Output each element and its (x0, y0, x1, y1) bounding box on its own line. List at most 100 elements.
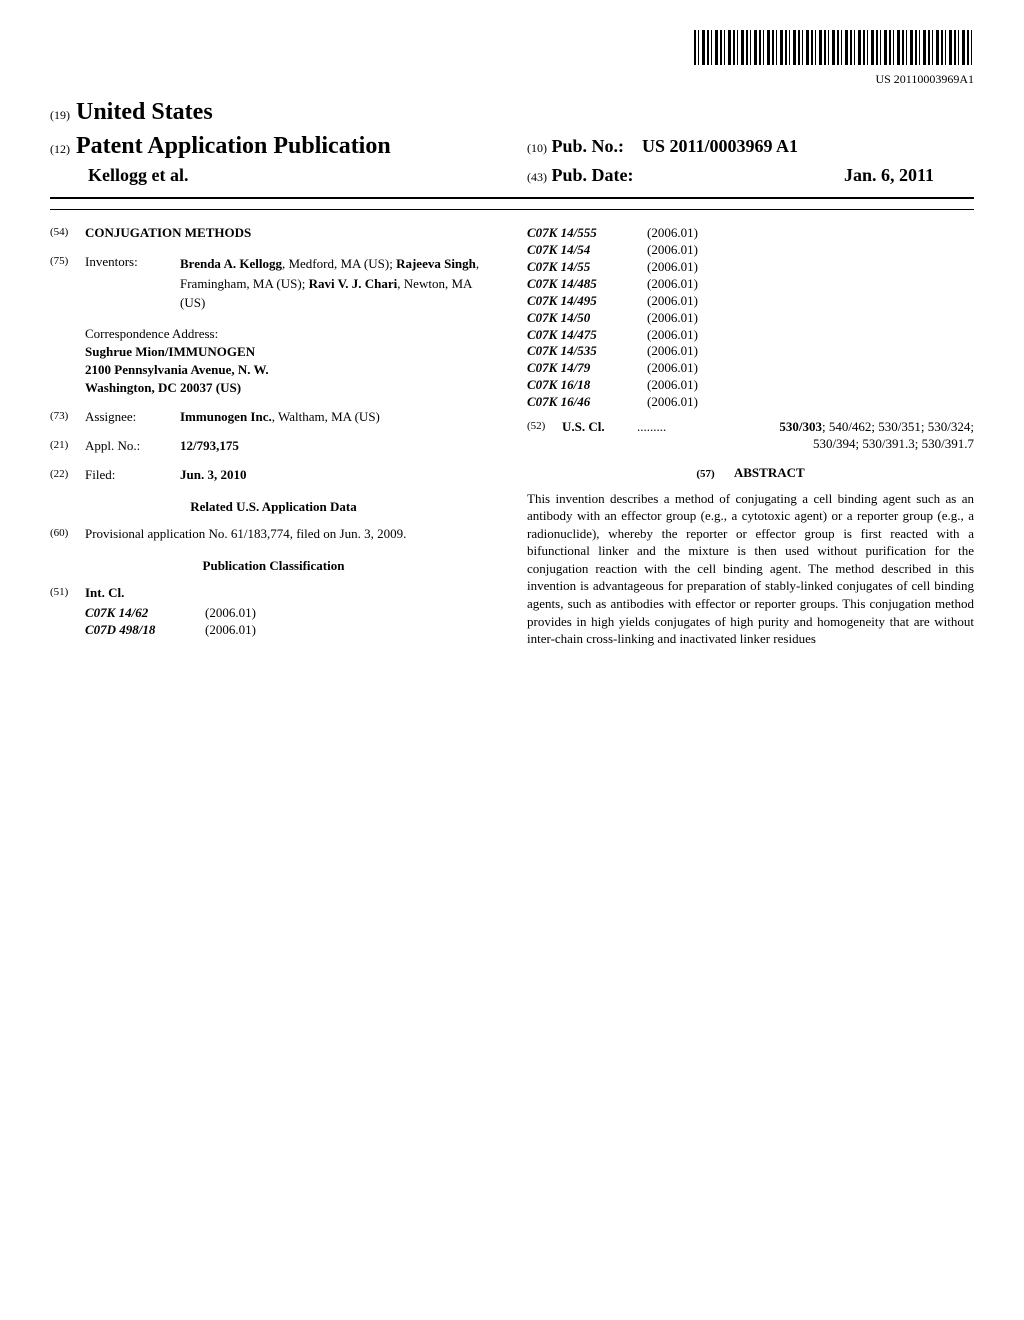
cpc-year: (2006.01) (205, 622, 305, 639)
cpc-row: C07K 16/46(2006.01) (527, 394, 974, 411)
pub-no-label: Pub. No.: (552, 136, 625, 156)
cpc-year: (2006.01) (647, 377, 747, 394)
cpc-code: C07K 14/62 (85, 605, 205, 622)
pub-no-line: (10) Pub. No.: US 2011/0003969 A1 (527, 135, 974, 158)
cpc-row: C07K 14/54(2006.01) (527, 242, 974, 259)
right-column: C07K 14/555(2006.01)C07K 14/54(2006.01)C… (527, 225, 974, 647)
field-label: Assignee: (85, 409, 180, 426)
cpc-code: C07D 498/18 (85, 622, 205, 639)
cpc-code: C07K 14/495 (527, 293, 647, 310)
cpc-row: C07D 498/18(2006.01) (85, 622, 497, 639)
field-num: (75) (50, 254, 85, 313)
cpc-code: C07K 14/535 (527, 343, 647, 360)
field-num: (54) (50, 225, 85, 242)
cpc-code: C07K 16/18 (527, 377, 647, 394)
related-header: Related U.S. Application Data (50, 499, 497, 516)
left-column: (54) CONJUGATION METHODS (75) Inventors:… (50, 225, 497, 647)
cpc-row: C07K 14/62(2006.01) (85, 605, 497, 622)
cpc-code: C07K 14/55 (527, 259, 647, 276)
field-22: (22) Filed: Jun. 3, 2010 (50, 467, 497, 484)
cpc-code: C07K 14/485 (527, 276, 647, 293)
field-num-19: (19) (50, 108, 70, 122)
corr-line1: Sughrue Mion/IMMUNOGEN (85, 343, 497, 361)
cpc-row: C07K 14/535(2006.01) (527, 343, 974, 360)
cpc-row: C07K 14/55(2006.01) (527, 259, 974, 276)
cpc-code: C07K 16/46 (527, 394, 647, 411)
field-51: (51) Int. Cl. (50, 585, 497, 602)
assignee: Immunogen Inc., Waltham, MA (US) (180, 409, 497, 426)
cpc-row: C07K 14/79(2006.01) (527, 360, 974, 377)
cpc-year: (2006.01) (647, 327, 747, 344)
cpc-year: (2006.01) (647, 310, 747, 327)
us-cl-values: 530/303; 540/462; 530/351; 530/324; (671, 419, 974, 436)
field-num: (52) (527, 419, 562, 436)
invention-title: CONJUGATION METHODS (85, 225, 251, 242)
field-num: (73) (50, 409, 85, 426)
content: (54) CONJUGATION METHODS (75) Inventors:… (50, 225, 974, 647)
corr-line2: 2100 Pennsylvania Avenue, N. W. (85, 361, 497, 379)
cpc-row: C07K 14/50(2006.01) (527, 310, 974, 327)
field-num-12: (12) (50, 142, 70, 156)
header-authors: Kellogg et al. (88, 164, 497, 187)
field-73: (73) Assignee: Immunogen Inc., Waltham, … (50, 409, 497, 426)
divider-thick (50, 197, 974, 199)
field-21: (21) Appl. No.: 12/793,175 (50, 438, 497, 455)
doc-type: Patent Application Publication (76, 133, 391, 159)
header-country: (19) United States (50, 97, 497, 128)
int-cl-label: Int. Cl. (85, 585, 124, 602)
us-cl-line2: 530/394; 530/391.3; 530/391.7 (527, 436, 974, 453)
inventors: Brenda A. Kellogg, Medford, MA (US); Raj… (180, 254, 497, 313)
barcode-image (694, 30, 974, 65)
appl-no: 12/793,175 (180, 438, 497, 455)
cpc-row: C07K 16/18(2006.01) (527, 377, 974, 394)
field-54: (54) CONJUGATION METHODS (50, 225, 497, 242)
field-num-10: (10) (527, 141, 547, 155)
field-label: Filed: (85, 467, 180, 484)
cpc-code: C07K 14/50 (527, 310, 647, 327)
barcode-number: US 20110003969A1 (50, 72, 974, 88)
country-name: United States (76, 99, 213, 125)
divider-thin (50, 209, 974, 210)
pub-date-line: (43) Pub. Date: Jan. 6, 2011 (527, 164, 974, 187)
field-num-43: (43) (527, 170, 547, 184)
us-cl-label: U.S. Cl. (562, 419, 632, 436)
pub-date-value: Jan. 6, 2011 (844, 164, 934, 187)
field-75: (75) Inventors: Brenda A. Kellogg, Medfo… (50, 254, 497, 313)
cpc-year: (2006.01) (647, 225, 747, 242)
dots: ......... (637, 419, 666, 436)
pub-date-label: Pub. Date: (552, 165, 634, 185)
cpc-row: C07K 14/495(2006.01) (527, 293, 974, 310)
int-cl-table-right: C07K 14/555(2006.01)C07K 14/54(2006.01)C… (527, 225, 974, 411)
filed-date: Jun. 3, 2010 (180, 467, 497, 484)
cpc-year: (2006.01) (647, 360, 747, 377)
cpc-year: (2006.01) (647, 242, 747, 259)
pub-class-header: Publication Classification (50, 558, 497, 575)
abstract-text: This invention describes a method of con… (527, 490, 974, 648)
pub-no-value: US 2011/0003969 A1 (642, 136, 798, 156)
cpc-year: (2006.01) (205, 605, 305, 622)
correspondence-address: Correspondence Address: Sughrue Mion/IMM… (85, 325, 497, 398)
field-label: Inventors: (85, 254, 180, 313)
field-52: (52) U.S. Cl. ......... 530/303; 540/462… (527, 419, 974, 436)
corr-label: Correspondence Address: (85, 325, 497, 343)
field-label: Appl. No.: (85, 438, 180, 455)
field-num: (22) (50, 467, 85, 484)
abstract-header: (57) ABSTRACT (527, 465, 974, 482)
header-doc-type: (12) Patent Application Publication (50, 131, 497, 162)
cpc-year: (2006.01) (647, 343, 747, 360)
field-num: (51) (50, 585, 85, 602)
field-num: (60) (50, 526, 85, 543)
cpc-row: C07K 14/485(2006.01) (527, 276, 974, 293)
header: (19) United States (12) Patent Applicati… (50, 97, 974, 187)
cpc-year: (2006.01) (647, 259, 747, 276)
cpc-code: C07K 14/555 (527, 225, 647, 242)
field-60: (60) Provisional application No. 61/183,… (85, 526, 497, 543)
barcode-area: US 20110003969A1 (50, 30, 974, 87)
int-cl-table-left: C07K 14/62(2006.01)C07D 498/18(2006.01) (85, 605, 497, 639)
cpc-year: (2006.01) (647, 293, 747, 310)
abstract-label: ABSTRACT (734, 465, 805, 480)
cpc-year: (2006.01) (647, 394, 747, 411)
cpc-code: C07K 14/54 (527, 242, 647, 259)
cpc-year: (2006.01) (647, 276, 747, 293)
cpc-row: C07K 14/555(2006.01) (527, 225, 974, 242)
